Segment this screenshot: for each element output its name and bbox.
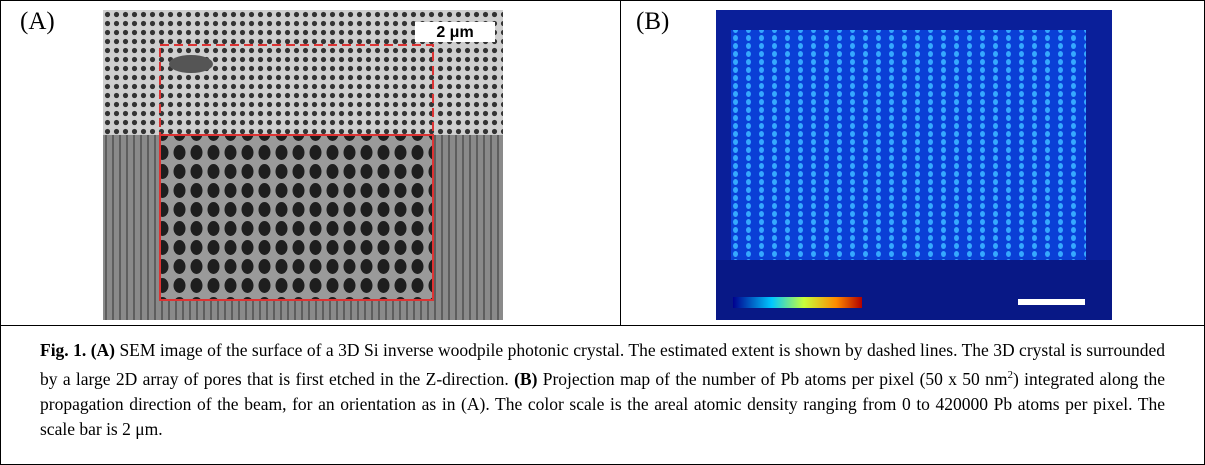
panel-label: (B): [636, 8, 670, 35]
caption-text: Projection map of the number of Pb atoms…: [542, 368, 1008, 389]
caption-text: SEM image of the surface of a 3D Si inve…: [40, 340, 1166, 389]
panel-ref: (B): [514, 368, 538, 389]
caption-text: ) integrated along the propagation direc…: [40, 368, 1165, 439]
panel-label: (A): [20, 8, 55, 35]
caption: Fig. 1. (A) SEM image of the surface of …: [40, 338, 1165, 442]
pb-map: [716, 10, 1112, 320]
panel-ref: (A): [90, 340, 115, 360]
scale-label: 2 μm: [436, 24, 473, 41]
superscript: 2: [1007, 369, 1013, 381]
sem-image: 2 μm: [103, 10, 503, 320]
figure-label: Fig. 1.: [40, 340, 87, 360]
